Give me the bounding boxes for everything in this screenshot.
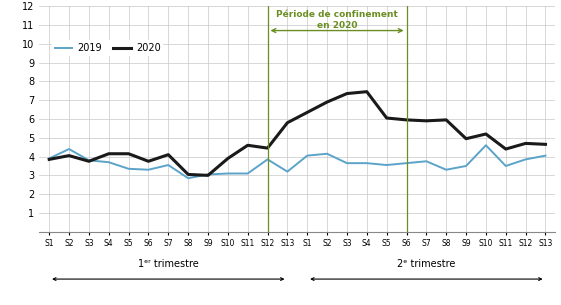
Text: Période de confinement: Période de confinement [276,10,398,19]
Legend: 2019, 2020: 2019, 2020 [52,40,163,56]
Text: 1ᵉʳ trimestre: 1ᵉʳ trimestre [138,259,199,269]
Text: en 2020: en 2020 [317,21,357,30]
Text: 2ᵉ trimestre: 2ᵉ trimestre [397,259,456,269]
